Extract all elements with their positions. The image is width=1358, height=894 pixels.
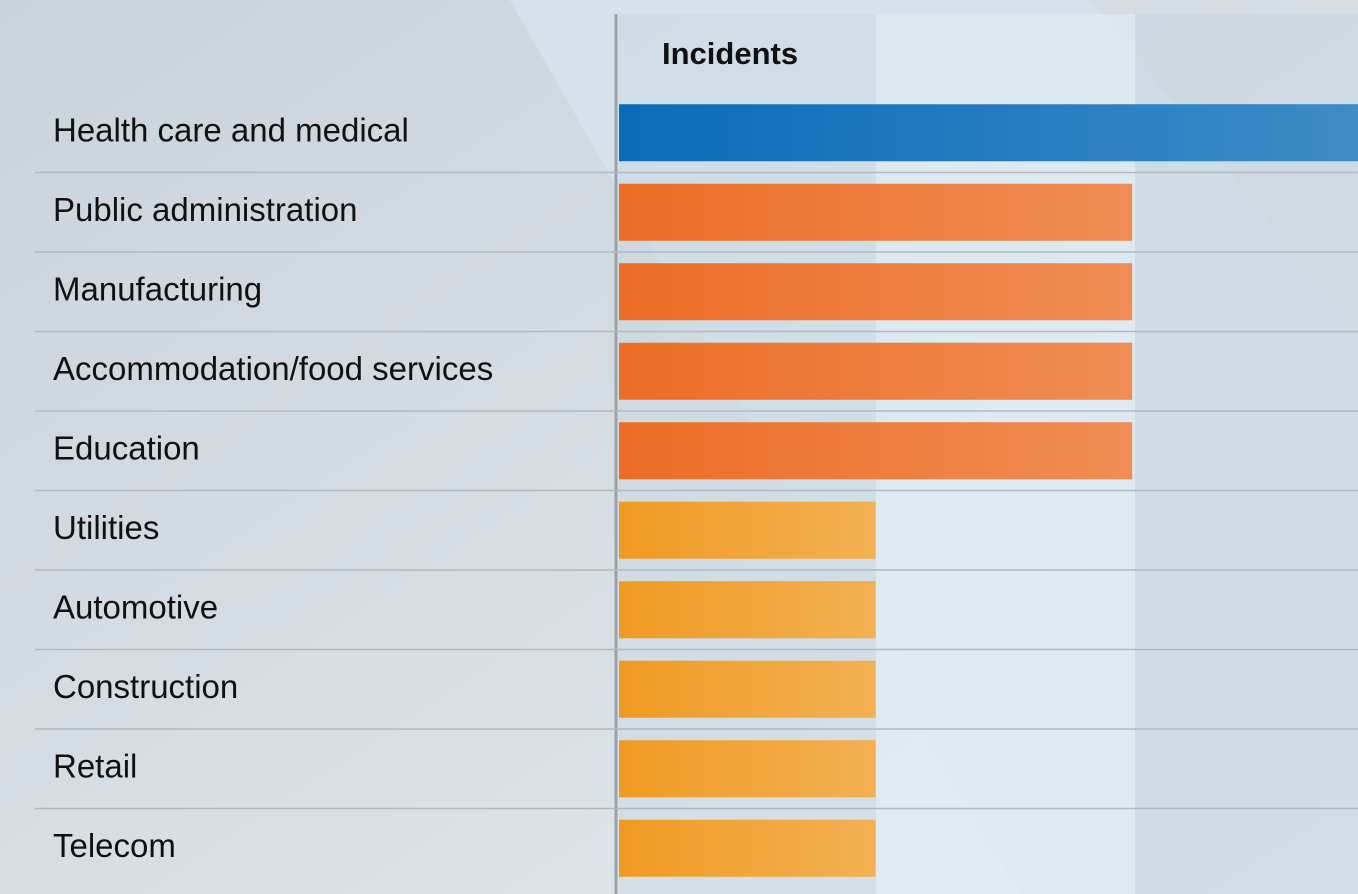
bar-highlight: [619, 581, 876, 639]
bar-highlight: [619, 183, 1133, 241]
y-tick-label: Manufacturing: [53, 270, 262, 307]
bar-highlight: [619, 660, 876, 718]
y-tick-label: Public administration: [53, 191, 357, 228]
bar-highlight: [619, 263, 1133, 321]
y-tick-label: Accommodation/food services: [53, 350, 493, 387]
bar-highlight: [619, 342, 1133, 400]
bar-highlight: [619, 501, 876, 559]
y-tick-label: Retail: [53, 747, 137, 784]
bar-highlight: [619, 422, 1133, 480]
y-tick-label: Construction: [53, 668, 238, 705]
chart-title: Incidents: [662, 36, 798, 71]
y-tick-label: Education: [53, 429, 200, 466]
bar-highlight: [619, 740, 876, 798]
bar-highlight: [619, 104, 1358, 162]
y-tick-label: Utilities: [53, 509, 159, 546]
y-tick-label: Telecom: [53, 827, 176, 864]
y-tick-label: Automotive: [53, 588, 218, 625]
bar-highlight: [619, 819, 876, 877]
y-tick-label: Health care and medical: [53, 111, 409, 148]
